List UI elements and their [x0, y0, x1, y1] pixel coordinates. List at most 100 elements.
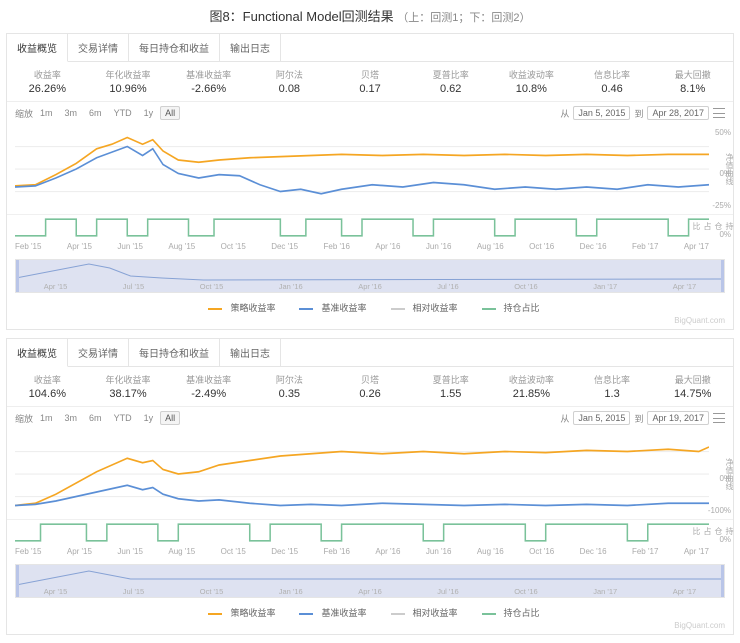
tab-1[interactable]: 交易详情 [68, 34, 129, 61]
metric-label: 阿尔法 [249, 68, 330, 81]
holdings-chart: 持仓占比0% [7, 214, 733, 240]
x-tick: Apr '15 [67, 547, 92, 556]
hamburger-icon[interactable] [713, 108, 725, 118]
metrics-row: 收益率26.26%年化收益率10.96%基准收益率-2.66%阿尔法0.08贝塔… [7, 62, 733, 102]
legend-item[interactable]: 相对收益率 [383, 608, 458, 618]
metric-label: 收益率 [7, 373, 88, 386]
tab-2[interactable]: 每日持仓和收益 [129, 34, 220, 61]
x-axis: Feb '15Apr '15Jun '15Aug '15Oct '15Dec '… [7, 240, 733, 255]
holdings-chart: 持仓占比0% [7, 519, 733, 545]
x-tick: Aug '15 [168, 547, 195, 556]
main-chart: 50%0%-25%净值曲线 [7, 124, 733, 214]
nav-tick: Oct '15 [200, 282, 224, 291]
from-label: 从 [560, 107, 569, 120]
date-from[interactable]: Jan 5, 2015 [573, 411, 630, 425]
legend-swatch [391, 613, 405, 615]
metric-value: -2.66% [168, 83, 249, 95]
x-tick: Feb '16 [323, 242, 349, 251]
x-tick: Feb '17 [632, 242, 658, 251]
metric: 基准收益率 -2.49% [168, 373, 249, 400]
legend-item[interactable]: 策略收益率 [200, 608, 275, 618]
metric-value: 0.35 [249, 388, 330, 400]
nav-tick: Jan '17 [593, 587, 617, 596]
metric: 阿尔法 0.08 [249, 68, 330, 95]
legend-item[interactable]: 持仓占比 [474, 608, 540, 618]
date-range: 从Jan 5, 2015到Apr 28, 2017 [560, 106, 725, 120]
tabs: 收益概览交易详情每日持仓和收益输出日志 [7, 34, 733, 62]
x-axis: Feb '15Apr '15Jun '15Aug '15Oct '15Dec '… [7, 545, 733, 560]
metric: 基准收益率-2.66% [168, 68, 249, 95]
metric-value: 104.6% [7, 388, 88, 400]
navigator[interactable]: Apr '15Jul '15Oct '15Jan '16Apr '16Jul '… [15, 564, 725, 598]
zoom-1y[interactable]: 1y [139, 411, 159, 425]
metric-label: 基准收益率 [168, 373, 249, 386]
navigator[interactable]: Apr '15Jul '15Oct '15Jan '16Apr '16Jul '… [15, 259, 725, 293]
legend: 策略收益率 基准收益率 相对收益率 持仓占比 [7, 297, 733, 316]
tab-3[interactable]: 输出日志 [220, 34, 281, 61]
zoom-YTD[interactable]: YTD [109, 411, 137, 425]
zoom-3m[interactable]: 3m [60, 411, 83, 425]
metric-value: 0.08 [249, 83, 330, 95]
metric-label: 收益率 [7, 68, 88, 81]
date-to[interactable]: Apr 19, 2017 [647, 411, 709, 425]
metric: 年化收益率10.96% [88, 68, 169, 95]
legend: 策略收益率 基准收益率 相对收益率 持仓占比 [7, 602, 733, 621]
hamburger-icon[interactable] [713, 413, 725, 423]
nav-tick: Jan '16 [279, 282, 303, 291]
zoom-All[interactable]: All [160, 106, 180, 120]
zoom-1y[interactable]: 1y [139, 106, 159, 120]
date-to[interactable]: Apr 28, 2017 [647, 106, 709, 120]
zoom-3m[interactable]: 3m [60, 106, 83, 120]
legend-item[interactable]: 基准收益率 [291, 303, 366, 313]
tab-2[interactable]: 每日持仓和收益 [129, 339, 220, 366]
legend-item[interactable]: 相对收益率 [383, 303, 458, 313]
nav-tick: Jul '16 [437, 587, 458, 596]
legend-swatch [208, 308, 222, 310]
legend-item[interactable]: 策略收益率 [200, 303, 275, 313]
nav-tick: Apr '15 [44, 282, 68, 291]
zoom-YTD[interactable]: YTD [109, 106, 137, 120]
nav-labels: Apr '15Jul '15Oct '15Jan '16Apr '16Jul '… [16, 282, 724, 291]
legend-swatch [208, 613, 222, 615]
x-tick: Oct '15 [221, 242, 246, 251]
metric-value: 38.17% [88, 388, 169, 400]
metric-label: 最大回撤 [652, 68, 733, 81]
title-main: 图8：Functional Model回测结果 [209, 9, 393, 24]
zoom-6m[interactable]: 6m [84, 106, 107, 120]
metric-label: 收益波动率 [491, 68, 572, 81]
zoom-1m[interactable]: 1m [35, 106, 58, 120]
x-tick: Aug '16 [477, 547, 504, 556]
zoom-1m[interactable]: 1m [35, 411, 58, 425]
tab-3[interactable]: 输出日志 [220, 339, 281, 366]
metric-label: 收益波动率 [491, 373, 572, 386]
zoom-6m[interactable]: 6m [84, 411, 107, 425]
zoom-buttons: 缩放1m3m6mYTD1yAll [15, 106, 180, 120]
metric: 收益波动率21.85% [491, 373, 572, 400]
metric: 贝塔0.26 [330, 373, 411, 400]
nav-labels: Apr '15Jul '15Oct '15Jan '16Apr '16Jul '… [16, 587, 724, 596]
tab-1[interactable]: 交易详情 [68, 339, 129, 366]
metric-value: 0.62 [410, 83, 491, 95]
chart-controls: 缩放1m3m6mYTD1yAll从Jan 5, 2015到Apr 19, 201… [7, 407, 733, 429]
nav-tick: Jan '17 [593, 282, 617, 291]
nav-tick: Apr '17 [673, 587, 697, 596]
x-tick: Dec '16 [580, 242, 607, 251]
x-tick: Dec '16 [580, 547, 607, 556]
tab-0[interactable]: 收益概览 [7, 339, 68, 367]
tab-0[interactable]: 收益概览 [7, 34, 68, 62]
metric-value: 14.75% [652, 388, 733, 400]
chart-controls: 缩放1m3m6mYTD1yAll从Jan 5, 2015到Apr 28, 201… [7, 102, 733, 124]
page-title: 图8：Functional Model回测结果 （上：回测1；下：回测2） [0, 0, 740, 29]
date-from[interactable]: Jan 5, 2015 [573, 106, 630, 120]
metric-value: -2.49% [168, 388, 249, 400]
metric: 信息比率0.46 [572, 68, 653, 95]
legend-item[interactable]: 基准收益率 [291, 608, 366, 618]
zoom-All[interactable]: All [160, 411, 180, 425]
x-tick: Jun '16 [426, 547, 452, 556]
backtest-panel: 收益概览交易详情每日持仓和收益输出日志收益率104.6%年化收益率38.17%基… [6, 338, 734, 635]
legend-item[interactable]: 持仓占比 [474, 303, 540, 313]
x-tick: Apr '16 [375, 242, 400, 251]
nav-tick: Jul '15 [123, 282, 144, 291]
y-label: 50% [715, 128, 731, 137]
metric-value: 10.8% [491, 83, 572, 95]
